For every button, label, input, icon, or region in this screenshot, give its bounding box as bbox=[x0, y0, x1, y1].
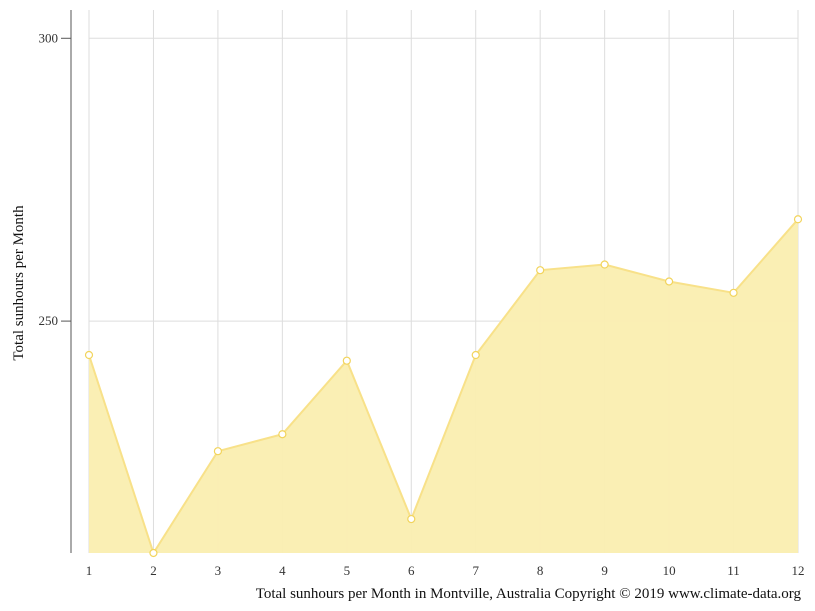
x-tick-label-8: 8 bbox=[537, 563, 544, 578]
data-point-4 bbox=[278, 430, 287, 439]
x-tick-label-4: 4 bbox=[279, 563, 286, 578]
area-fill bbox=[89, 219, 798, 553]
data-point-11 bbox=[729, 288, 738, 297]
x-tick-label-10: 10 bbox=[663, 563, 676, 578]
y-axis-title: Total sunhours per Month bbox=[11, 205, 27, 361]
data-point-2 bbox=[149, 548, 158, 558]
data-point-5 bbox=[342, 356, 351, 365]
data-point-6 bbox=[407, 514, 416, 524]
y-tick-label-300: 300 bbox=[39, 30, 59, 45]
y-tick-label-250: 250 bbox=[39, 313, 59, 328]
x-tick-label-2: 2 bbox=[150, 563, 157, 578]
chart-caption: Total sunhours per Month in Montville, A… bbox=[256, 586, 802, 602]
axes bbox=[61, 10, 72, 553]
data-point-1 bbox=[84, 350, 94, 360]
data-point-7 bbox=[471, 350, 480, 360]
x-tick-label-11: 11 bbox=[727, 563, 740, 578]
x-tick-label-6: 6 bbox=[408, 563, 415, 578]
x-tick-label-12: 12 bbox=[792, 563, 805, 578]
data-point-10 bbox=[664, 277, 674, 286]
data-point-12 bbox=[793, 215, 803, 224]
data-point-3 bbox=[213, 447, 223, 456]
x-tick-label-1: 1 bbox=[86, 563, 93, 578]
x-tick-label-3: 3 bbox=[215, 563, 222, 578]
series-line bbox=[88, 218, 799, 556]
data-points bbox=[84, 215, 803, 558]
x-tick-label-5: 5 bbox=[344, 563, 351, 578]
x-tick-label-7: 7 bbox=[472, 563, 479, 578]
data-point-8 bbox=[536, 266, 545, 275]
data-point-9 bbox=[600, 260, 609, 269]
area-series bbox=[88, 218, 799, 556]
x-tick-label-9: 9 bbox=[601, 563, 608, 578]
